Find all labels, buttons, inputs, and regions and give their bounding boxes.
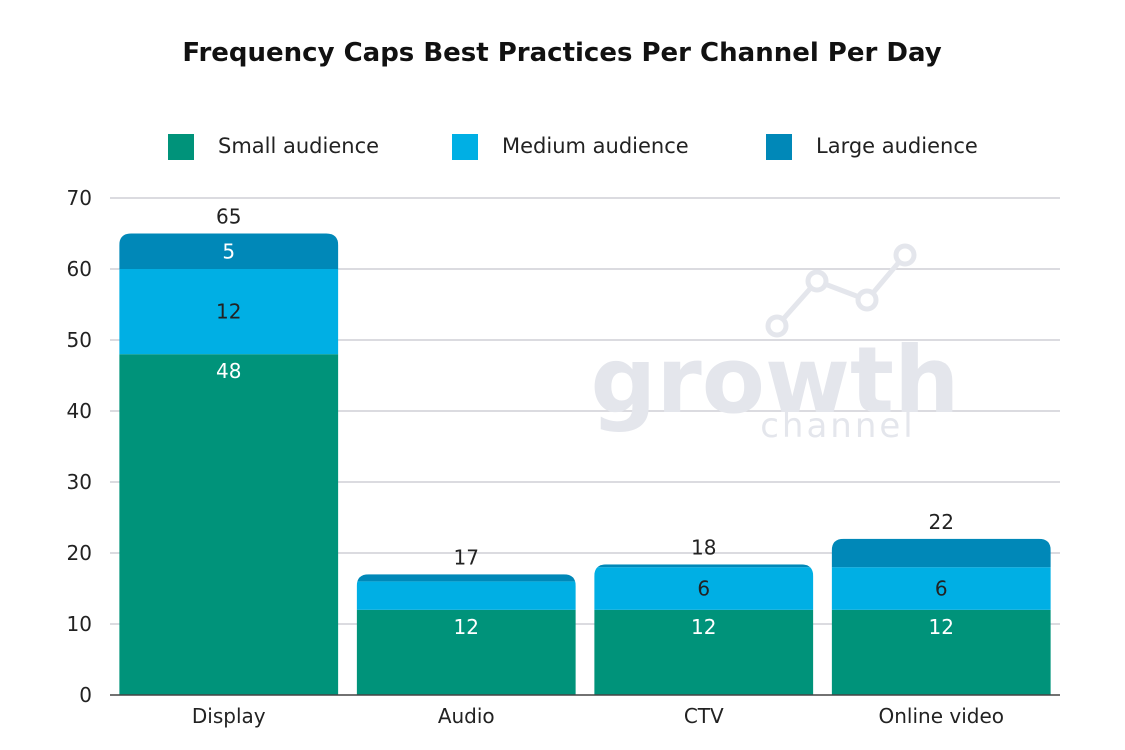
segment-data-label: 12 [929,615,954,639]
legend-swatch [766,134,792,160]
y-tick-label: 60 [67,257,92,281]
total-data-label: 65 [216,205,241,229]
segment-data-label: 48 [216,359,241,383]
y-tick-label: 0 [79,683,92,707]
y-tick-label: 20 [67,541,92,565]
watermark-dot-icon [765,314,789,338]
y-axis: 0 10 20 30 40 50 60 70 [67,186,92,707]
bars: 48 12 5 65 12 17 12 6 18 12 6 22 [119,205,1051,695]
legend: Small audience Medium audience Large audie… [168,134,978,160]
bar-segment [356,574,576,582]
y-tick-label: 70 [67,186,92,210]
bar-segment [594,564,814,568]
total-data-label: 17 [454,545,479,569]
segment-data-label: 6 [935,577,948,601]
bar-segment [831,609,1051,695]
bar-segment [356,581,576,610]
bar-segment [831,567,1051,610]
bar-segment [119,233,339,269]
legend-label: Large audience [816,134,978,158]
legend-swatch [452,134,478,160]
total-data-label: 18 [691,535,716,559]
y-tick-label: 50 [67,328,92,352]
bar-segment [119,269,339,355]
legend-label: Small audience [218,134,379,158]
x-tick-label: Online video [879,704,1005,728]
segment-data-label: 12 [454,615,479,639]
segment-data-label: 12 [691,615,716,639]
bar-stack: 48 12 5 65 [119,205,339,695]
bar-segment [119,354,339,695]
x-tick-label: Audio [438,704,495,728]
watermark-sub: channel [760,406,916,446]
legend-swatch [168,134,194,160]
total-data-label: 22 [929,510,954,534]
bar-segment [356,609,576,695]
watermark-line-icon [775,253,907,328]
watermark-dot-icon [805,269,829,293]
x-tick-label: CTV [684,704,724,728]
bar-stack: 12 6 22 [831,510,1051,695]
segment-data-label: 12 [216,300,241,324]
x-tick-label: Display [192,704,266,728]
y-tick-label: 30 [67,470,92,494]
y-tick-label: 10 [67,612,92,636]
watermark-brand: growth [591,327,960,434]
bar-segment [831,538,1051,568]
growth-channel-watermark: growth channel [591,243,960,446]
segment-data-label: 6 [697,577,710,601]
bar-segment [594,567,814,610]
bar-stack: 12 6 18 [594,535,814,695]
bar-stack: 12 17 [356,545,576,695]
segment-data-label: 5 [222,239,235,263]
x-axis: Display Audio CTV Online video [110,694,1060,728]
watermark-dot-icon [893,243,917,267]
chart-title: Frequency Caps Best Practices Per Channe… [182,38,941,68]
y-tick-label: 40 [67,399,92,423]
watermark-dot-icon [855,288,879,312]
bar-segment [594,609,814,695]
legend-label: Medium audience [502,134,689,158]
